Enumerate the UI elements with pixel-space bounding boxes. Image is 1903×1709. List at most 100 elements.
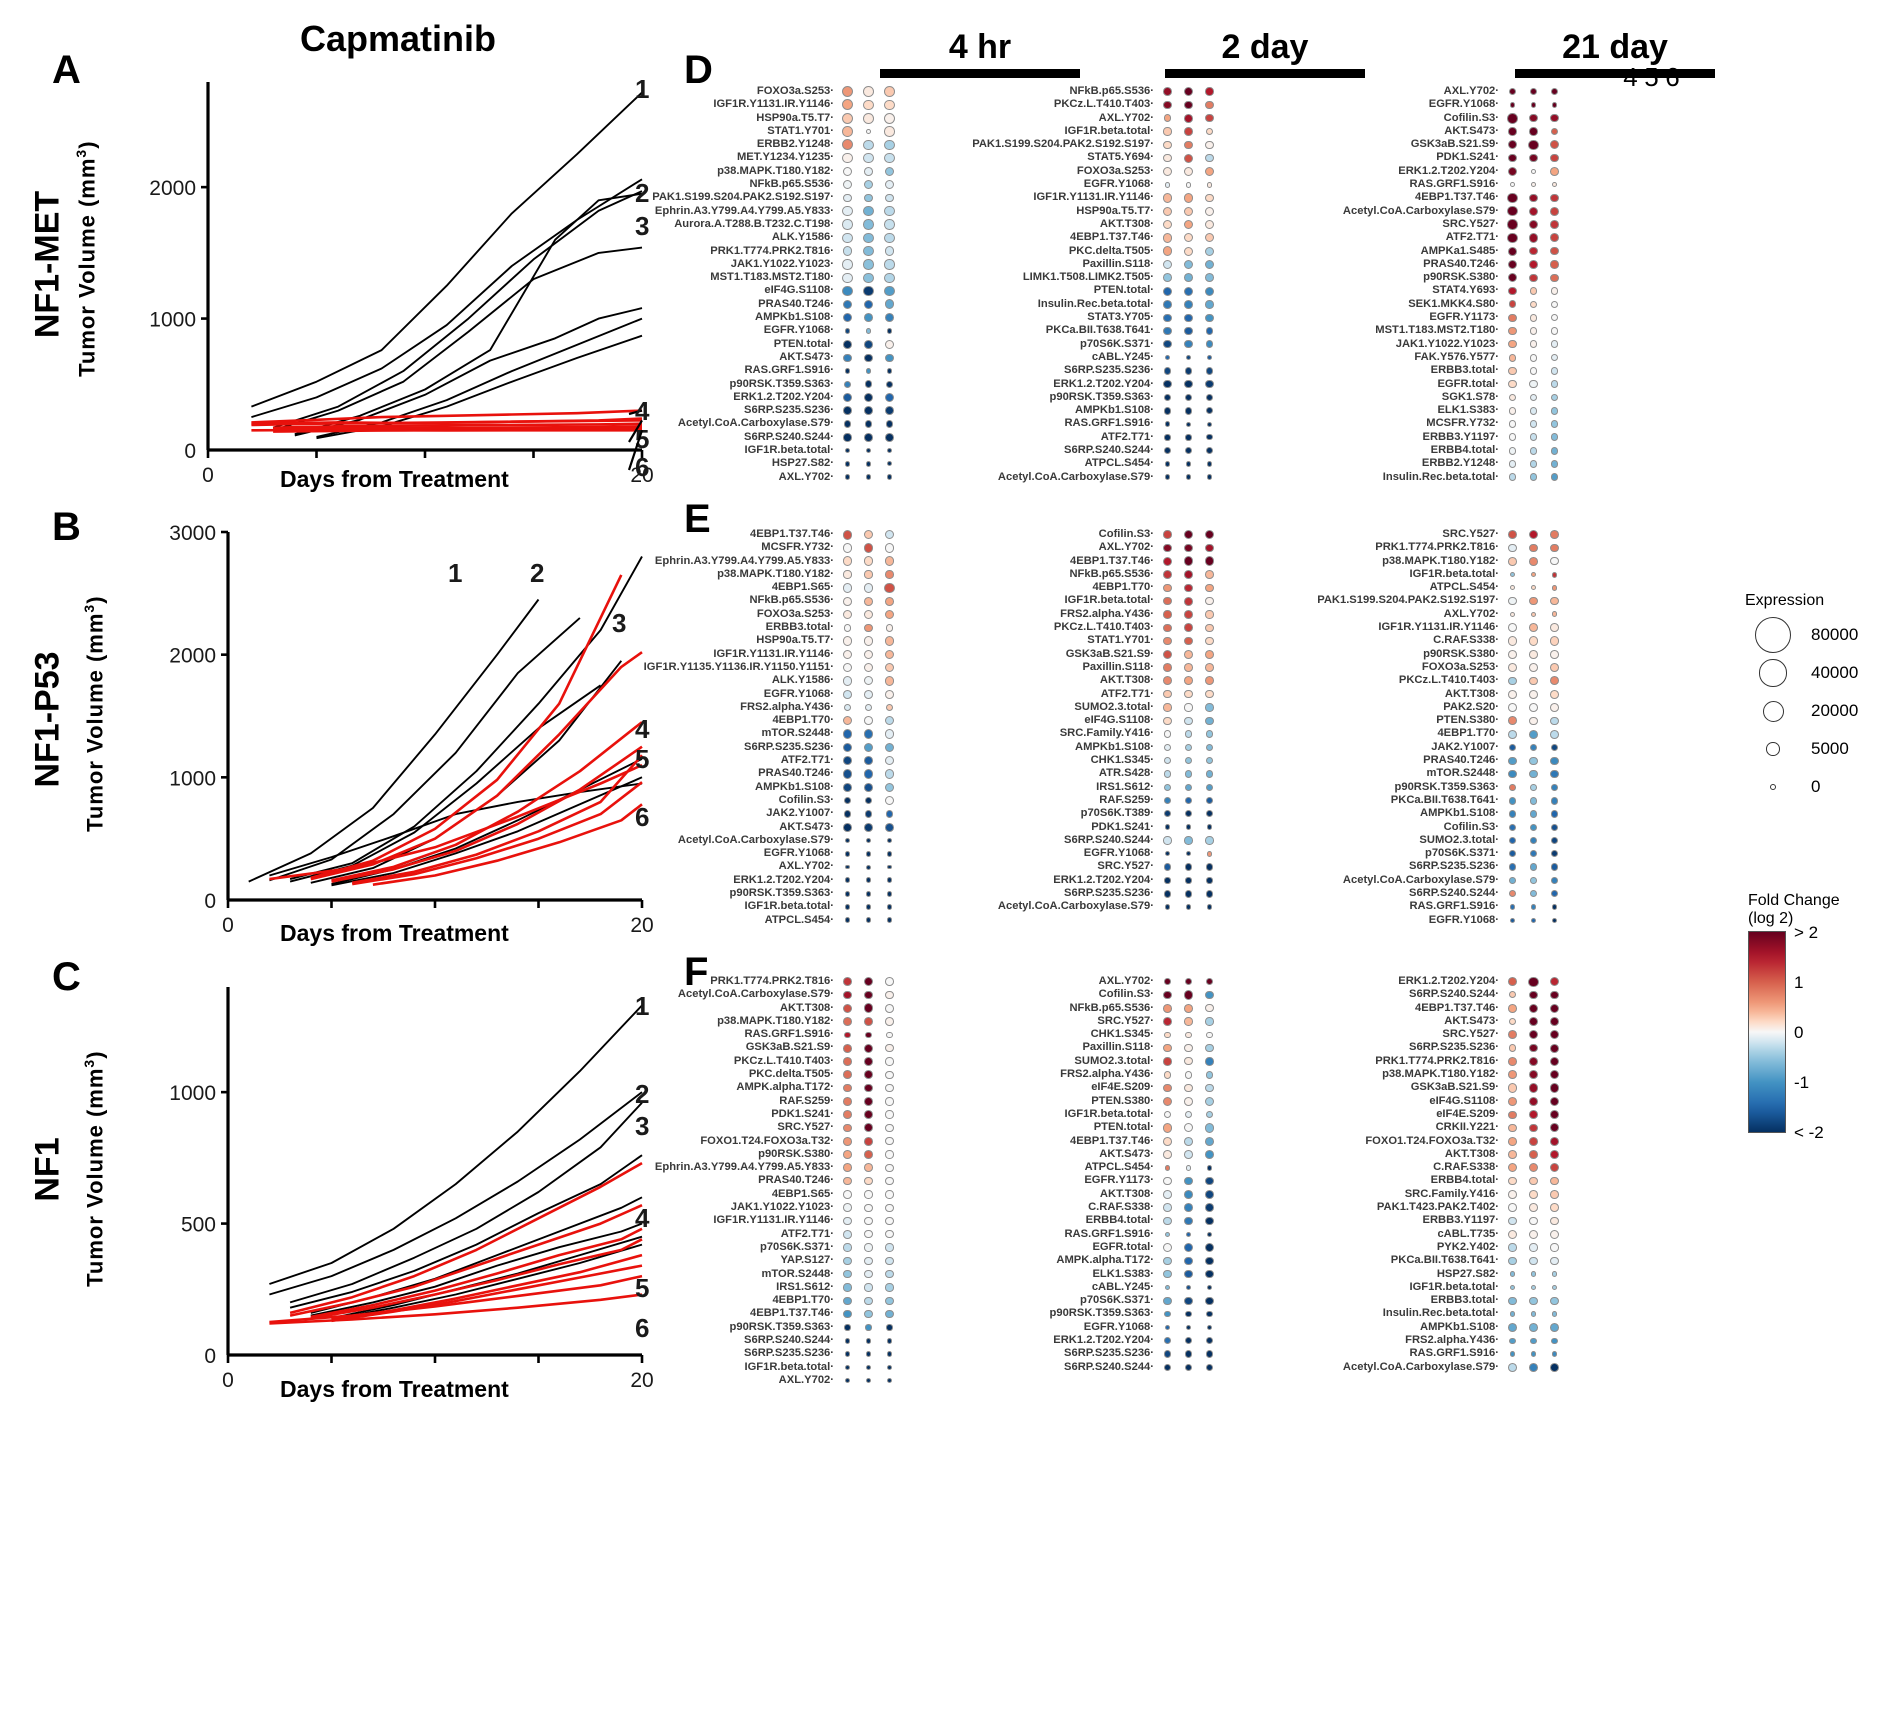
bubble-dot — [1163, 1269, 1172, 1279]
bubble-cell — [879, 1015, 900, 1028]
svg-text:0: 0 — [184, 440, 196, 463]
bubble-row: AKT.T308· — [1275, 688, 1565, 701]
bubble-row: JAK2.Y1007· — [1275, 741, 1565, 754]
bubble-cells — [1502, 245, 1565, 258]
bubble-cell — [858, 444, 879, 457]
bubble-row: RAS.GRF1.S916· — [930, 417, 1220, 430]
bubble-cell — [1178, 231, 1199, 244]
bubble-dot — [844, 1351, 851, 1357]
bubble-dot — [1529, 273, 1538, 282]
bubble-cell — [1523, 834, 1544, 847]
bubble-dot — [884, 392, 895, 403]
protein-label: C.RAF.S338· — [1433, 634, 1499, 647]
protein-label: CHK1.S345· — [1090, 1028, 1154, 1041]
fold-legend-title-1: Fold Change — [1748, 892, 1840, 909]
bubble-cell — [1178, 151, 1199, 164]
bubble-cell — [879, 125, 900, 138]
bubble-row: cABL.Y245· — [930, 351, 1220, 364]
bubble-dot — [1508, 420, 1517, 428]
bubble-dot — [1508, 623, 1517, 633]
bubble-dot — [1550, 716, 1559, 725]
protein-label: ATF2.T71· — [780, 1227, 834, 1240]
bubble-dot — [863, 556, 874, 566]
bubble-dot — [1205, 570, 1214, 579]
bubble-cells — [1157, 245, 1220, 258]
bubble-dot — [863, 153, 874, 164]
bubble-cell — [1178, 1174, 1199, 1187]
bubble-row: FOXO3a.S253· — [640, 85, 900, 98]
bubble-grid-e-4hr: 4EBP1.T37.T46· MCSFR.Y732· Ephrin.A3.Y799.… — [600, 528, 900, 927]
bubble-row: PRAS40.T246· — [600, 767, 900, 780]
bubble-cell — [1502, 860, 1523, 873]
bubble-cells — [1502, 568, 1565, 581]
bubble-cell — [1199, 648, 1220, 661]
bubble-cell — [879, 1307, 900, 1320]
bubble-cell — [1502, 98, 1523, 111]
bubble-cells — [837, 528, 900, 541]
bubble-dot — [1162, 166, 1173, 176]
bubble-dot — [886, 380, 893, 388]
tumor-growth-curve — [289, 556, 643, 881]
bubble-cell — [858, 781, 879, 794]
protein-label: JAK2.Y1007· — [1431, 740, 1499, 753]
bubble-dot — [1205, 327, 1214, 335]
bubble-cell — [1157, 378, 1178, 391]
bubble-dot — [843, 1243, 852, 1252]
bubble-dot — [885, 977, 894, 986]
bubble-dot — [1205, 757, 1214, 765]
bubble-dot — [864, 1243, 873, 1252]
bubble-dot — [841, 112, 853, 124]
bubble-cell — [1157, 594, 1178, 607]
bubble-cells — [837, 988, 900, 1001]
bubble-cell — [837, 821, 858, 834]
bubble-dot — [842, 663, 853, 673]
bubble-dot — [1163, 393, 1172, 402]
bubble-dot — [1529, 836, 1538, 845]
bubble-cell — [858, 205, 879, 218]
bubble-dot — [884, 796, 895, 806]
bubble-dot — [864, 167, 873, 176]
bubble-dot — [1549, 1030, 1560, 1040]
bubble-dot — [1550, 406, 1559, 415]
bubble-cell — [1178, 1055, 1199, 1068]
bubble-row: NFkB.p65.S536· — [930, 85, 1220, 98]
bubble-cell — [879, 151, 900, 164]
protein-label: Ephrin.A3.Y799.A4.Y799.A5.Y833· — [654, 204, 834, 217]
bubble-cell — [879, 324, 900, 337]
bubble-dot — [884, 180, 895, 190]
bubble-cells — [837, 688, 900, 701]
bubble-dot — [1163, 114, 1172, 123]
bubble-dot — [1164, 810, 1171, 818]
bubble-cells — [1157, 364, 1220, 377]
protein-label: JAK1.Y1022.Y1023· — [1395, 337, 1499, 350]
bubble-grid-d-4hr: FOXO3a.S253· IGF1R.Y1131.IR.Y1146· HSP90a.… — [640, 85, 900, 484]
bubble-dot — [863, 112, 874, 124]
bubble-row: EGFR.Y1173· — [1275, 311, 1565, 324]
bubble-dot — [1508, 1070, 1517, 1080]
bubble-cell — [858, 621, 879, 634]
expression-legend-item: 80000 — [1745, 616, 1858, 654]
bubble-cell — [1544, 975, 1565, 988]
bubble-cells — [1502, 874, 1565, 887]
bubble-dot — [843, 420, 852, 428]
bubble-dot — [1551, 1271, 1558, 1277]
bubble-dot — [1163, 1070, 1172, 1079]
bubble-dot — [864, 193, 873, 203]
bubble-cells — [837, 417, 900, 430]
bubble-dot — [1163, 570, 1172, 579]
bubble-row: EGFR.Y1173· — [930, 1174, 1220, 1187]
bubble-dot — [841, 139, 853, 151]
bubble-cell — [1157, 528, 1178, 541]
bubble-cell — [1178, 807, 1199, 820]
bubble-dot — [1185, 1310, 1192, 1318]
bubble-cell — [1178, 914, 1199, 927]
bubble-row: ERK1.2.T202.Y204· — [930, 378, 1220, 391]
bubble-dot — [1184, 1043, 1193, 1053]
bubble-cell — [1502, 1214, 1523, 1227]
bubble-dot — [1550, 154, 1559, 163]
bubble-cell — [1523, 391, 1544, 404]
bubble-row: ERBB3.Y1197· — [1275, 1214, 1565, 1227]
bubble-cell — [837, 1334, 858, 1347]
protein-label: EGFR.Y1068· — [1083, 1320, 1154, 1333]
bubble-cell — [1523, 1015, 1544, 1028]
